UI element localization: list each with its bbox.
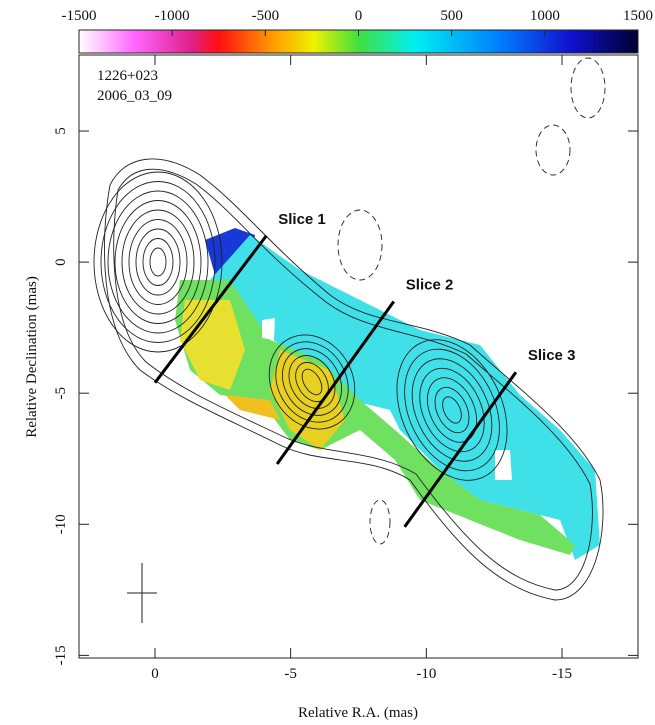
contour [150,248,166,276]
colorbar-tick-label: 0 [355,8,363,24]
y-tick-label: -15 [53,645,69,665]
contour [143,239,173,286]
y-tick-label: 0 [53,258,69,266]
x-tick-label: -5 [284,666,297,682]
contour [129,220,187,305]
y-tick-label: -10 [53,514,69,534]
rm-map [175,228,600,560]
y-tick-label: 5 [53,127,69,135]
y-axis-label: Relative Declination (mas) [24,276,40,438]
y-tick-label: -5 [53,387,69,400]
epoch: 2006_03_09 [97,88,172,104]
x-tick-label: -15 [552,666,572,682]
figure: 1226+023 2006_03_09 Relative R.A. (mas) … [0,0,655,725]
colorbar-tick-label: 1500 [623,8,653,24]
negative-contour [536,125,570,175]
slice-label: Slice 2 [406,276,454,293]
x-axis-label: Relative R.A. (mas) [298,705,418,721]
x-tick-label: 0 [151,666,159,682]
negative-contour [338,210,382,280]
colorbar-tick-label: 500 [440,8,463,24]
slice-label: Slice 3 [528,347,576,364]
colorbar-tick-label: -1000 [155,8,190,24]
x-tick-label: -10 [416,666,436,682]
source-name: 1226+023 [97,68,158,84]
colorbar-tick-label: 1000 [530,8,560,24]
beam [127,563,157,623]
negative-contour [370,500,390,544]
colorbar-tick-label: -500 [252,8,280,24]
slice-label: Slice 1 [278,211,326,228]
contour [122,210,194,314]
colorbar-tick-label: -1500 [62,8,97,24]
negative-contour [571,58,605,118]
